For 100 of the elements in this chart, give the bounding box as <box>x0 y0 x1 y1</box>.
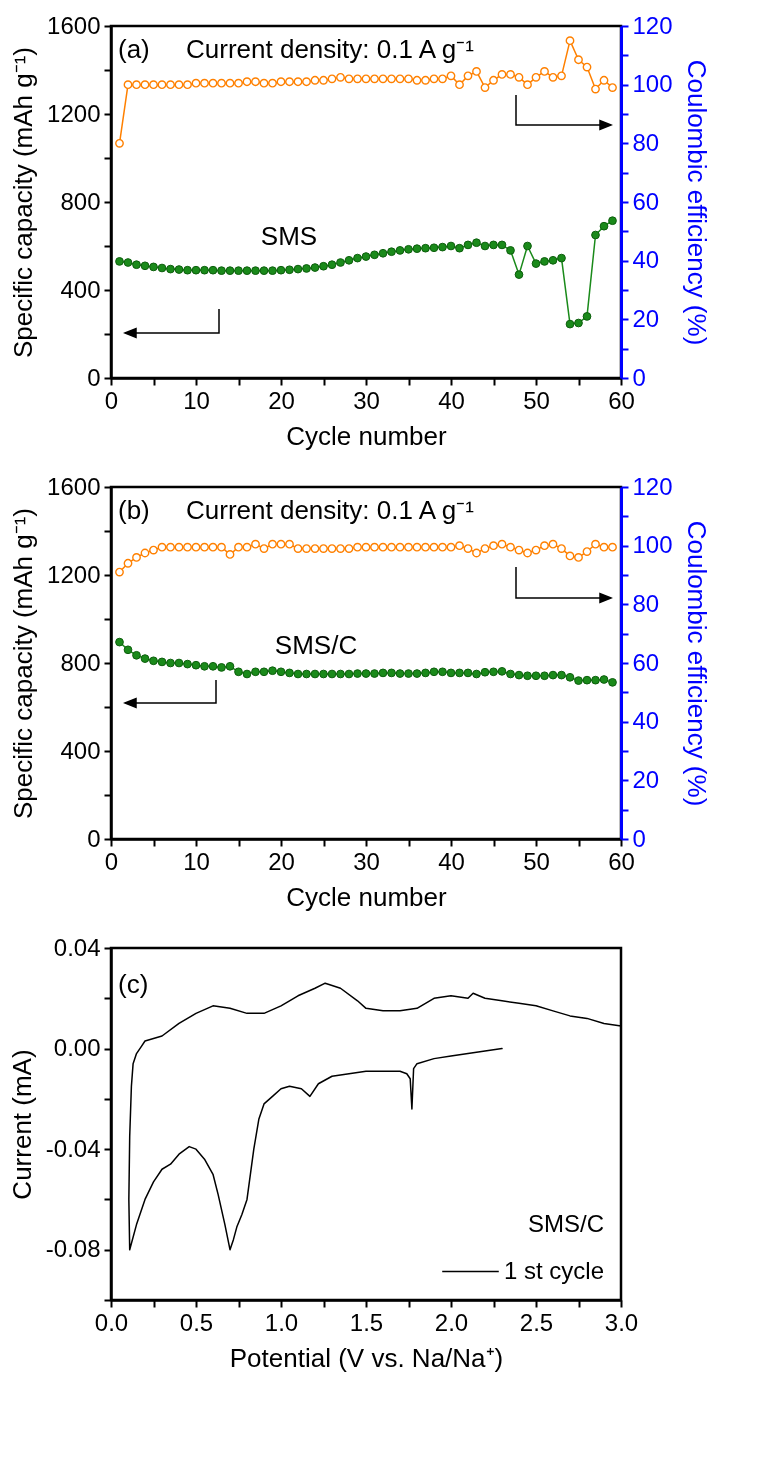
point <box>217 78 226 88</box>
point <box>259 78 269 88</box>
point <box>259 544 269 553</box>
annotation: (a) <box>118 34 150 64</box>
point <box>225 550 235 559</box>
point <box>455 80 464 90</box>
point <box>523 671 532 681</box>
point <box>191 265 201 275</box>
point <box>429 667 439 677</box>
y-tick-label: 0 <box>87 824 101 852</box>
point <box>217 542 226 552</box>
point <box>582 675 592 685</box>
point <box>387 74 396 84</box>
point <box>429 243 439 253</box>
point <box>455 243 464 253</box>
annotation: Current density: 0.1 A g⁻¹ <box>186 495 475 525</box>
x-tick-label: 0.5 <box>179 1308 214 1336</box>
x-tick-label: 10 <box>183 847 210 875</box>
x-tick-label: 20 <box>268 847 295 875</box>
point <box>557 544 566 553</box>
point <box>412 244 422 254</box>
point <box>310 669 320 679</box>
y2-tick-label: 40 <box>632 246 660 274</box>
point <box>132 80 141 90</box>
point <box>327 74 337 84</box>
point <box>200 542 209 552</box>
point <box>285 77 294 87</box>
point <box>344 74 354 84</box>
point <box>506 70 515 79</box>
point <box>574 55 583 65</box>
point <box>276 539 286 549</box>
point <box>565 551 575 561</box>
point <box>115 567 124 577</box>
point <box>608 83 617 92</box>
point <box>149 656 158 666</box>
point <box>387 542 396 552</box>
point <box>489 541 498 551</box>
point <box>166 658 175 668</box>
point <box>327 544 337 553</box>
point <box>608 542 617 552</box>
point <box>285 265 294 275</box>
point <box>276 667 286 677</box>
point <box>293 669 303 679</box>
point <box>319 669 328 679</box>
point <box>531 545 541 555</box>
point <box>540 257 549 266</box>
point <box>157 657 167 667</box>
point <box>446 668 456 678</box>
point <box>497 240 507 250</box>
point <box>302 77 311 87</box>
point <box>463 668 473 678</box>
point <box>463 71 473 81</box>
point <box>234 78 243 88</box>
point <box>344 255 354 265</box>
y2-tick-label: 120 <box>632 472 673 500</box>
point <box>361 669 371 678</box>
point <box>149 262 158 272</box>
point <box>404 244 413 254</box>
point <box>404 669 413 678</box>
x-tick-label: 20 <box>268 386 295 414</box>
point <box>557 670 566 680</box>
point <box>514 270 524 279</box>
point <box>191 78 201 88</box>
point <box>574 318 583 328</box>
point <box>591 84 600 94</box>
x-tick-label: 0 <box>104 386 119 414</box>
x-tick-label: 40 <box>438 847 465 875</box>
point <box>149 80 158 90</box>
point <box>166 264 175 274</box>
point <box>438 542 447 552</box>
y-axis-title: Current (mA) <box>6 1049 37 1200</box>
point <box>548 670 558 680</box>
point <box>497 539 507 549</box>
point <box>395 542 405 552</box>
point <box>506 542 515 552</box>
point <box>140 548 150 558</box>
point <box>140 80 150 90</box>
x-axis-title: Cycle number <box>286 881 448 912</box>
point <box>123 558 133 568</box>
y2-axis-title: Coulombic efficiency (%) <box>681 59 712 346</box>
y2-tick-label: 120 <box>632 11 673 39</box>
point <box>591 675 600 685</box>
x-tick-label: 3.0 <box>604 1308 639 1336</box>
point <box>123 258 133 267</box>
point <box>319 544 328 553</box>
point <box>166 542 175 552</box>
x-tick-label: 30 <box>353 386 380 414</box>
point <box>225 661 235 671</box>
annotation: SMS <box>260 221 318 251</box>
point <box>234 542 243 552</box>
point <box>472 669 481 679</box>
point <box>183 542 192 552</box>
point <box>540 671 549 681</box>
point <box>268 666 277 676</box>
point <box>387 247 396 257</box>
point <box>574 676 583 685</box>
y2-tick-label: 0 <box>632 363 646 391</box>
point <box>480 241 490 251</box>
point <box>234 266 243 276</box>
y-tick-label: 400 <box>60 736 101 764</box>
